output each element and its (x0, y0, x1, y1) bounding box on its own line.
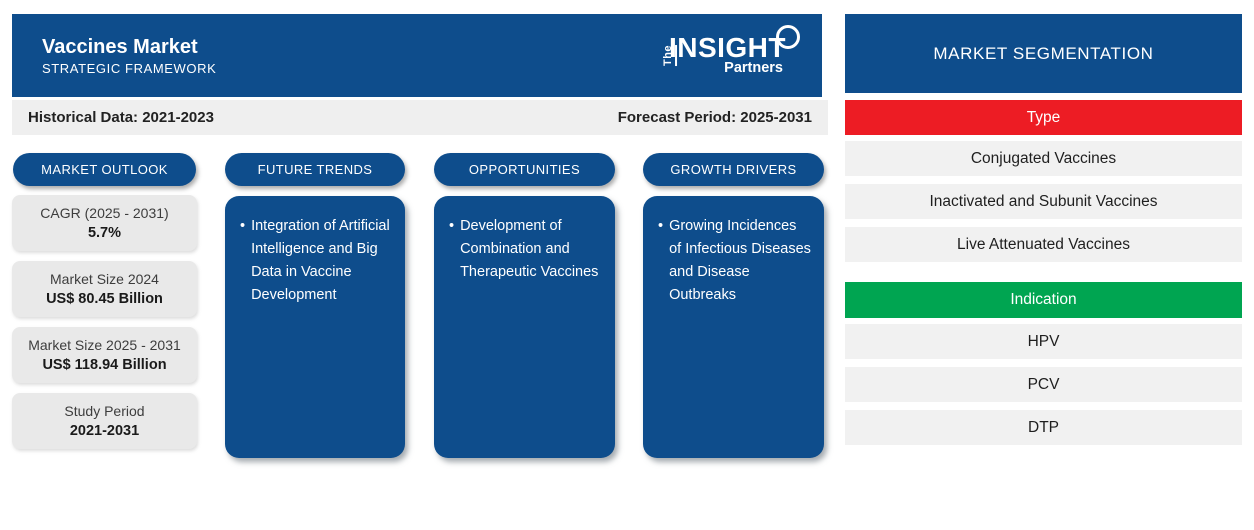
insight-partners-logo: The INSIGHT Partners (659, 24, 800, 77)
header-titles: Vaccines Market STRATEGIC FRAMEWORK (42, 36, 216, 76)
type-items-list: Conjugated Vaccines Inactivated and Subu… (845, 141, 1242, 262)
forecast-period-label: Forecast Period: 2025-2031 (617, 109, 812, 126)
card-title: CAGR (2025 - 2031) (40, 205, 169, 221)
pill-market-outlook: MARKET OUTLOOK (13, 153, 196, 186)
segment-type-header: Type (845, 100, 1242, 135)
market-size-forecast-card: Market Size 2025 - 2031 US$ 118.94 Billi… (12, 327, 197, 383)
bullet-item: • Development of Combination and Therape… (449, 215, 602, 284)
indication-items-list: HPV PCV DTP (845, 324, 1242, 445)
bullet-marker: • (658, 218, 664, 234)
card-title: Market Size 2024 (50, 271, 159, 287)
card-title: Study Period (64, 403, 145, 419)
segment-item-pcv: PCV (845, 367, 1242, 402)
segment-item-dtp: DTP (845, 410, 1242, 445)
market-size-2024-card: Market Size 2024 US$ 80.45 Billion (12, 261, 197, 317)
segment-item-hpv: HPV (845, 324, 1242, 359)
study-period-card: Study Period 2021-2031 (12, 393, 197, 449)
future-trends-panel: • Integration of Artificial Intelligence… (225, 196, 405, 458)
page-subtitle: STRATEGIC FRAMEWORK (42, 60, 217, 76)
logo-partners-text: Partners (724, 60, 783, 77)
card-value: 2021-2031 (69, 423, 140, 439)
card-value: US$ 80.45 Billion (46, 291, 163, 307)
bullet-item: • Integration of Artificial Intelligence… (240, 215, 392, 307)
bullet-marker: • (240, 218, 246, 234)
segment-item-conjugated: Conjugated Vaccines (845, 141, 1242, 176)
segment-item-live: Live Attenuated Vaccines (845, 227, 1242, 262)
bullet-text: Growing Incidences of Infectious Disease… (669, 218, 811, 303)
bullet-item: • Growing Incidences of Infectious Disea… (658, 215, 811, 307)
pill-opportunities: OPPORTUNITIES (434, 153, 615, 186)
card-value: 5.7% (87, 225, 122, 241)
page-title: Vaccines Market (42, 35, 198, 58)
logo-insight-text: INSIGHT (668, 31, 786, 63)
market-outlook-cards: CAGR (2025 - 2031) 5.7% Market Size 2024… (12, 195, 197, 449)
bullet-text: Development of Combination and Therapeut… (460, 218, 599, 280)
card-value: US$ 118.94 Billion (42, 357, 167, 373)
segment-item-inactivated: Inactivated and Subunit Vaccines (845, 184, 1242, 219)
bullet-text: Integration of Artificial Intelligence a… (251, 218, 390, 303)
magnifier-circle-icon (776, 24, 800, 49)
header-banner: Vaccines Market STRATEGIC FRAMEWORK The … (12, 14, 822, 97)
market-segmentation-header: MARKET SEGMENTATION (845, 14, 1242, 93)
logo-wordmark: INSIGHT Partners (668, 24, 800, 77)
opportunities-panel: • Development of Combination and Therape… (434, 196, 615, 458)
historical-data-label: Historical Data: 2021-2023 (28, 109, 214, 126)
growth-drivers-panel: • Growing Incidences of Infectious Disea… (643, 196, 824, 458)
period-bar: Historical Data: 2021-2023 Forecast Peri… (12, 100, 828, 135)
pill-future-trends: FUTURE TRENDS (225, 153, 405, 186)
bullet-marker: • (449, 218, 455, 234)
segment-indication-header: Indication (845, 282, 1242, 318)
card-title: Market Size 2025 - 2031 (28, 337, 181, 353)
pill-growth-drivers: GROWTH DRIVERS (643, 153, 824, 186)
cagr-card: CAGR (2025 - 2031) 5.7% (12, 195, 197, 251)
